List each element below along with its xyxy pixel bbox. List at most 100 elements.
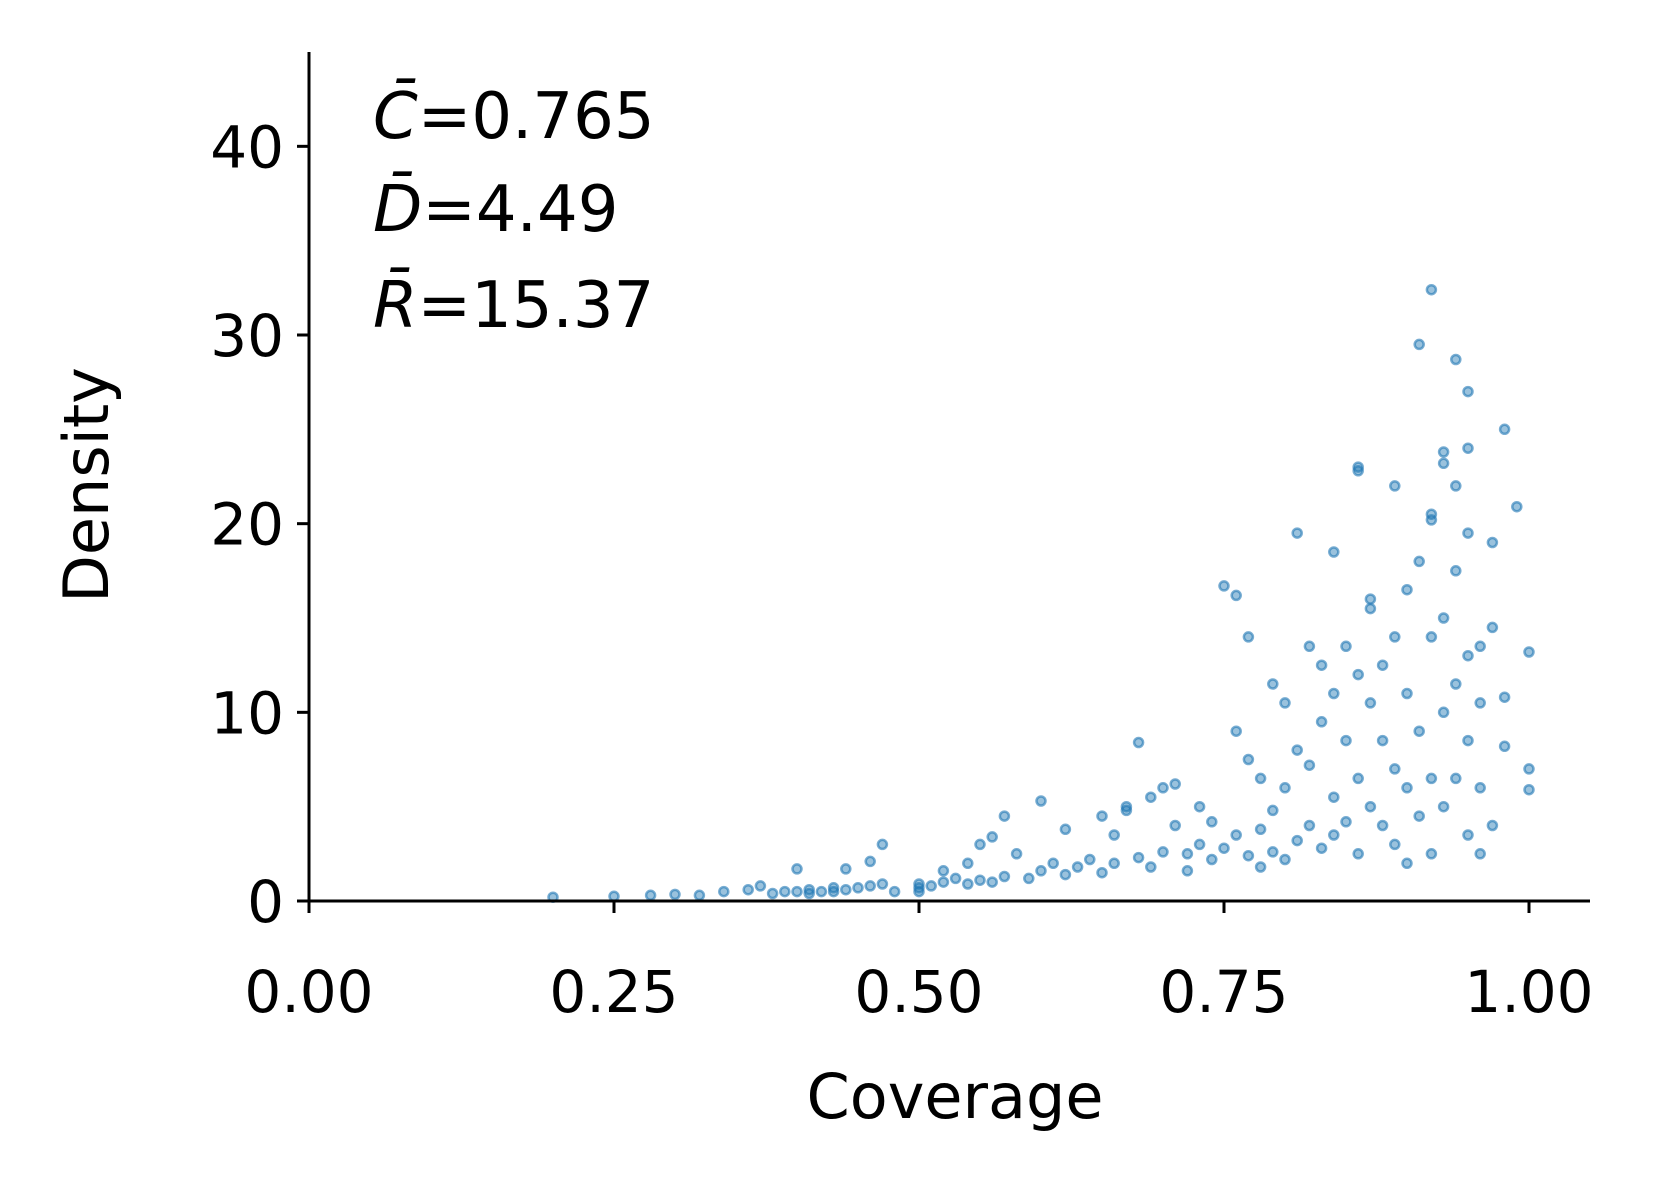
data-point-105 xyxy=(1352,772,1364,785)
data-point-108 xyxy=(1364,602,1377,615)
data-point-58 xyxy=(1145,861,1157,873)
data-point-98 xyxy=(1328,829,1340,841)
tick-labels: 0.00 0.25 0.50 0.75 1.00 0 10 20 30 40 xyxy=(210,113,1593,1026)
data-point-111 xyxy=(1376,659,1389,671)
data-point-95 xyxy=(1328,546,1340,558)
x-tick-label-1: 0.25 xyxy=(549,958,678,1026)
data-point-54 xyxy=(1120,804,1133,817)
data-point-55 xyxy=(1132,736,1145,749)
data-point-87 xyxy=(1291,744,1303,756)
data-point-158 xyxy=(1511,500,1523,513)
data-point-76 xyxy=(1242,849,1255,862)
y-tick-label-0: 0 xyxy=(247,868,284,936)
data-point-10 xyxy=(791,885,803,898)
data-point-71 xyxy=(1230,589,1242,602)
data-point-123 xyxy=(1413,555,1425,568)
data-point-157 xyxy=(1498,740,1511,753)
data-point-17 xyxy=(840,883,852,896)
data-point-5 xyxy=(718,885,730,898)
data-point-135 xyxy=(1437,706,1450,719)
data-point-124 xyxy=(1413,725,1425,737)
x-tick-label-3: 0.75 xyxy=(1159,958,1288,1026)
data-point-116 xyxy=(1389,763,1401,775)
data-point-96 xyxy=(1328,687,1340,700)
data-point-34 xyxy=(974,838,986,851)
stat-coverage-symbol: C̄ xyxy=(373,78,418,154)
x-axis-label: Coverage xyxy=(806,1060,1103,1133)
data-point-101 xyxy=(1340,816,1352,828)
data-point-161 xyxy=(1523,783,1535,796)
data-point-136 xyxy=(1437,800,1450,813)
data-point-32 xyxy=(962,857,974,870)
data-point-24 xyxy=(888,885,901,898)
data-point-36 xyxy=(986,831,998,843)
data-point-68 xyxy=(1206,853,1218,866)
data-point-129 xyxy=(1425,631,1438,643)
scatter-points xyxy=(547,283,1535,903)
data-point-50 xyxy=(1096,866,1108,879)
data-point-141 xyxy=(1450,772,1462,785)
data-point-78 xyxy=(1254,823,1267,836)
data-point-144 xyxy=(1462,527,1474,539)
data-point-100 xyxy=(1340,734,1352,747)
stat-density-symbol: D̄ xyxy=(373,171,422,247)
data-point-73 xyxy=(1230,829,1242,841)
data-point-113 xyxy=(1376,819,1389,832)
data-point-7 xyxy=(754,880,767,892)
data-point-41 xyxy=(1023,872,1035,885)
data-point-38 xyxy=(998,810,1011,822)
data-point-139 xyxy=(1450,565,1462,577)
y-tick-label-3: 30 xyxy=(210,302,284,370)
stat-ratio: R̄=15.37 xyxy=(373,267,654,343)
data-point-137 xyxy=(1450,353,1462,366)
data-point-103 xyxy=(1352,465,1364,477)
data-point-90 xyxy=(1303,759,1316,771)
stat-ratio-symbol: R̄ xyxy=(373,267,417,343)
data-point-72 xyxy=(1230,725,1242,737)
data-point-107 xyxy=(1364,593,1377,605)
data-point-92 xyxy=(1315,659,1328,671)
data-point-155 xyxy=(1498,423,1511,436)
data-point-30 xyxy=(937,865,950,877)
data-point-66 xyxy=(1193,838,1206,851)
data-point-48 xyxy=(1084,853,1096,866)
data-point-140 xyxy=(1450,678,1462,690)
data-point-117 xyxy=(1389,838,1401,851)
data-point-156 xyxy=(1498,691,1511,703)
data-point-120 xyxy=(1401,782,1413,794)
data-point-52 xyxy=(1108,857,1120,870)
data-point-67 xyxy=(1206,816,1218,828)
x-tick-label-4: 1.00 xyxy=(1464,958,1593,1026)
data-point-132 xyxy=(1437,446,1450,458)
y-tick-label-4: 40 xyxy=(210,113,284,181)
data-point-145 xyxy=(1462,649,1474,662)
data-point-56 xyxy=(1132,851,1145,864)
data-point-3 xyxy=(669,888,681,901)
data-point-8 xyxy=(766,887,779,900)
data-point-47 xyxy=(1071,861,1084,873)
data-point-57 xyxy=(1145,791,1157,803)
data-point-14 xyxy=(815,885,828,898)
data-point-150 xyxy=(1474,782,1486,794)
data-point-149 xyxy=(1474,640,1486,653)
data-point-82 xyxy=(1267,846,1279,858)
data-point-99 xyxy=(1340,640,1352,653)
data-point-159 xyxy=(1523,646,1535,658)
data-point-22 xyxy=(876,878,889,890)
data-point-69 xyxy=(1218,580,1230,592)
data-point-33 xyxy=(962,878,974,890)
data-point-115 xyxy=(1389,631,1401,643)
x-tick-label-2: 0.50 xyxy=(854,958,983,1026)
stats-annotation: C̄=0.765 D̄=4.49 R̄=15.37 xyxy=(373,78,655,343)
data-point-16 xyxy=(827,885,840,898)
data-point-2 xyxy=(644,889,657,902)
data-point-65 xyxy=(1193,800,1206,813)
data-point-9 xyxy=(779,885,791,898)
data-point-79 xyxy=(1254,861,1267,873)
data-point-114 xyxy=(1389,480,1401,492)
data-point-13 xyxy=(803,887,815,900)
data-point-130 xyxy=(1425,772,1438,785)
data-point-80 xyxy=(1267,678,1279,690)
stat-density-value: =4.49 xyxy=(422,173,618,247)
